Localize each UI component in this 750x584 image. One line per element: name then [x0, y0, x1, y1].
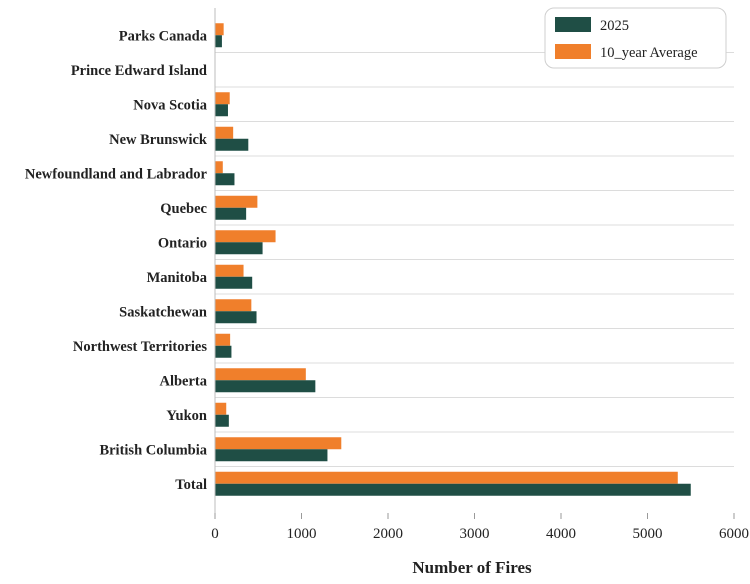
legend-label-10-year-average: 10_year Average: [600, 45, 698, 61]
x-tick-label: 1000: [287, 526, 317, 542]
bar-10-year-average-yukon: [215, 402, 227, 415]
legend-label-2025: 2025: [600, 18, 629, 34]
x-tick-label: 2000: [373, 526, 403, 542]
bar-2025-british-columbia: [215, 449, 328, 462]
category-label-total: Total: [175, 477, 207, 493]
grid-lines: [215, 52, 734, 467]
bar-10-year-average-manitoba: [215, 264, 244, 277]
bar-2025-quebec: [215, 207, 247, 220]
bar-2025-parks-canada: [215, 35, 222, 48]
bar-10-year-average-northwest-territories: [215, 333, 231, 346]
bar-2025-yukon: [215, 414, 229, 427]
bar-10-year-average-total: [215, 471, 678, 484]
x-axis-title: Number of Fires: [412, 558, 532, 577]
bar-2025-northwest-territories: [215, 345, 232, 358]
x-tick-label: 0: [211, 526, 219, 542]
legend-swatch-10-year-average: [555, 44, 591, 59]
bar-2025-total: [215, 483, 691, 496]
x-tick-label: 4000: [546, 526, 576, 542]
axes: [214, 8, 735, 519]
x-tick-label: 6000: [719, 526, 749, 542]
category-label-northwest-territories: Northwest Territories: [73, 339, 207, 355]
bar-2025-new-brunswick: [215, 138, 249, 151]
category-label-newfoundland-and-labrador: Newfoundland and Labrador: [25, 166, 208, 182]
bar-2025-alberta: [215, 380, 316, 393]
bar-2025-manitoba: [215, 276, 253, 289]
bar-2025-nova-scotia: [215, 104, 228, 117]
bar-10-year-average-newfoundland-and-labrador: [215, 161, 223, 174]
x-tick-label: 3000: [460, 526, 490, 542]
category-label-ontario: Ontario: [158, 235, 207, 251]
legend: 2025 10_year Average: [544, 7, 727, 69]
x-tick-labels: 0 1000 2000 3000 4000 5000 6000: [211, 526, 749, 542]
bar-2025-ontario: [215, 242, 263, 255]
bar-10-year-average-quebec: [215, 195, 258, 208]
category-label-parks-canada: Parks Canada: [119, 28, 208, 44]
category-labels: Parks Canada Prince Edward Island Nova Sco…: [25, 28, 208, 493]
bar-10-year-average-british-columbia: [215, 437, 342, 450]
bar-10-year-average-ontario: [215, 230, 276, 243]
category-label-nova-scotia: Nova Scotia: [133, 97, 207, 113]
bar-10-year-average-new-brunswick: [215, 126, 234, 139]
category-label-saskatchewan: Saskatchewan: [119, 304, 207, 320]
category-label-new-brunswick: New Brunswick: [109, 132, 208, 148]
bar-2025-saskatchewan: [215, 311, 257, 324]
category-label-alberta: Alberta: [159, 373, 207, 389]
bar-10-year-average-nova-scotia: [215, 92, 230, 105]
x-tick-label: 5000: [633, 526, 663, 542]
bar-10-year-average-parks-canada: [215, 23, 224, 36]
bar-10-year-average-alberta: [215, 368, 306, 381]
legend-swatch-2025: [555, 17, 591, 32]
category-label-prince-edward-island: Prince Edward Island: [71, 63, 207, 79]
category-label-yukon: Yukon: [166, 408, 207, 424]
category-label-british-columbia: British Columbia: [99, 442, 207, 458]
bars: [215, 23, 691, 496]
bar-2025-newfoundland-and-labrador: [215, 173, 235, 186]
bar-10-year-average-saskatchewan: [215, 299, 252, 312]
category-label-manitoba: Manitoba: [147, 270, 208, 286]
category-label-quebec: Quebec: [160, 201, 207, 217]
